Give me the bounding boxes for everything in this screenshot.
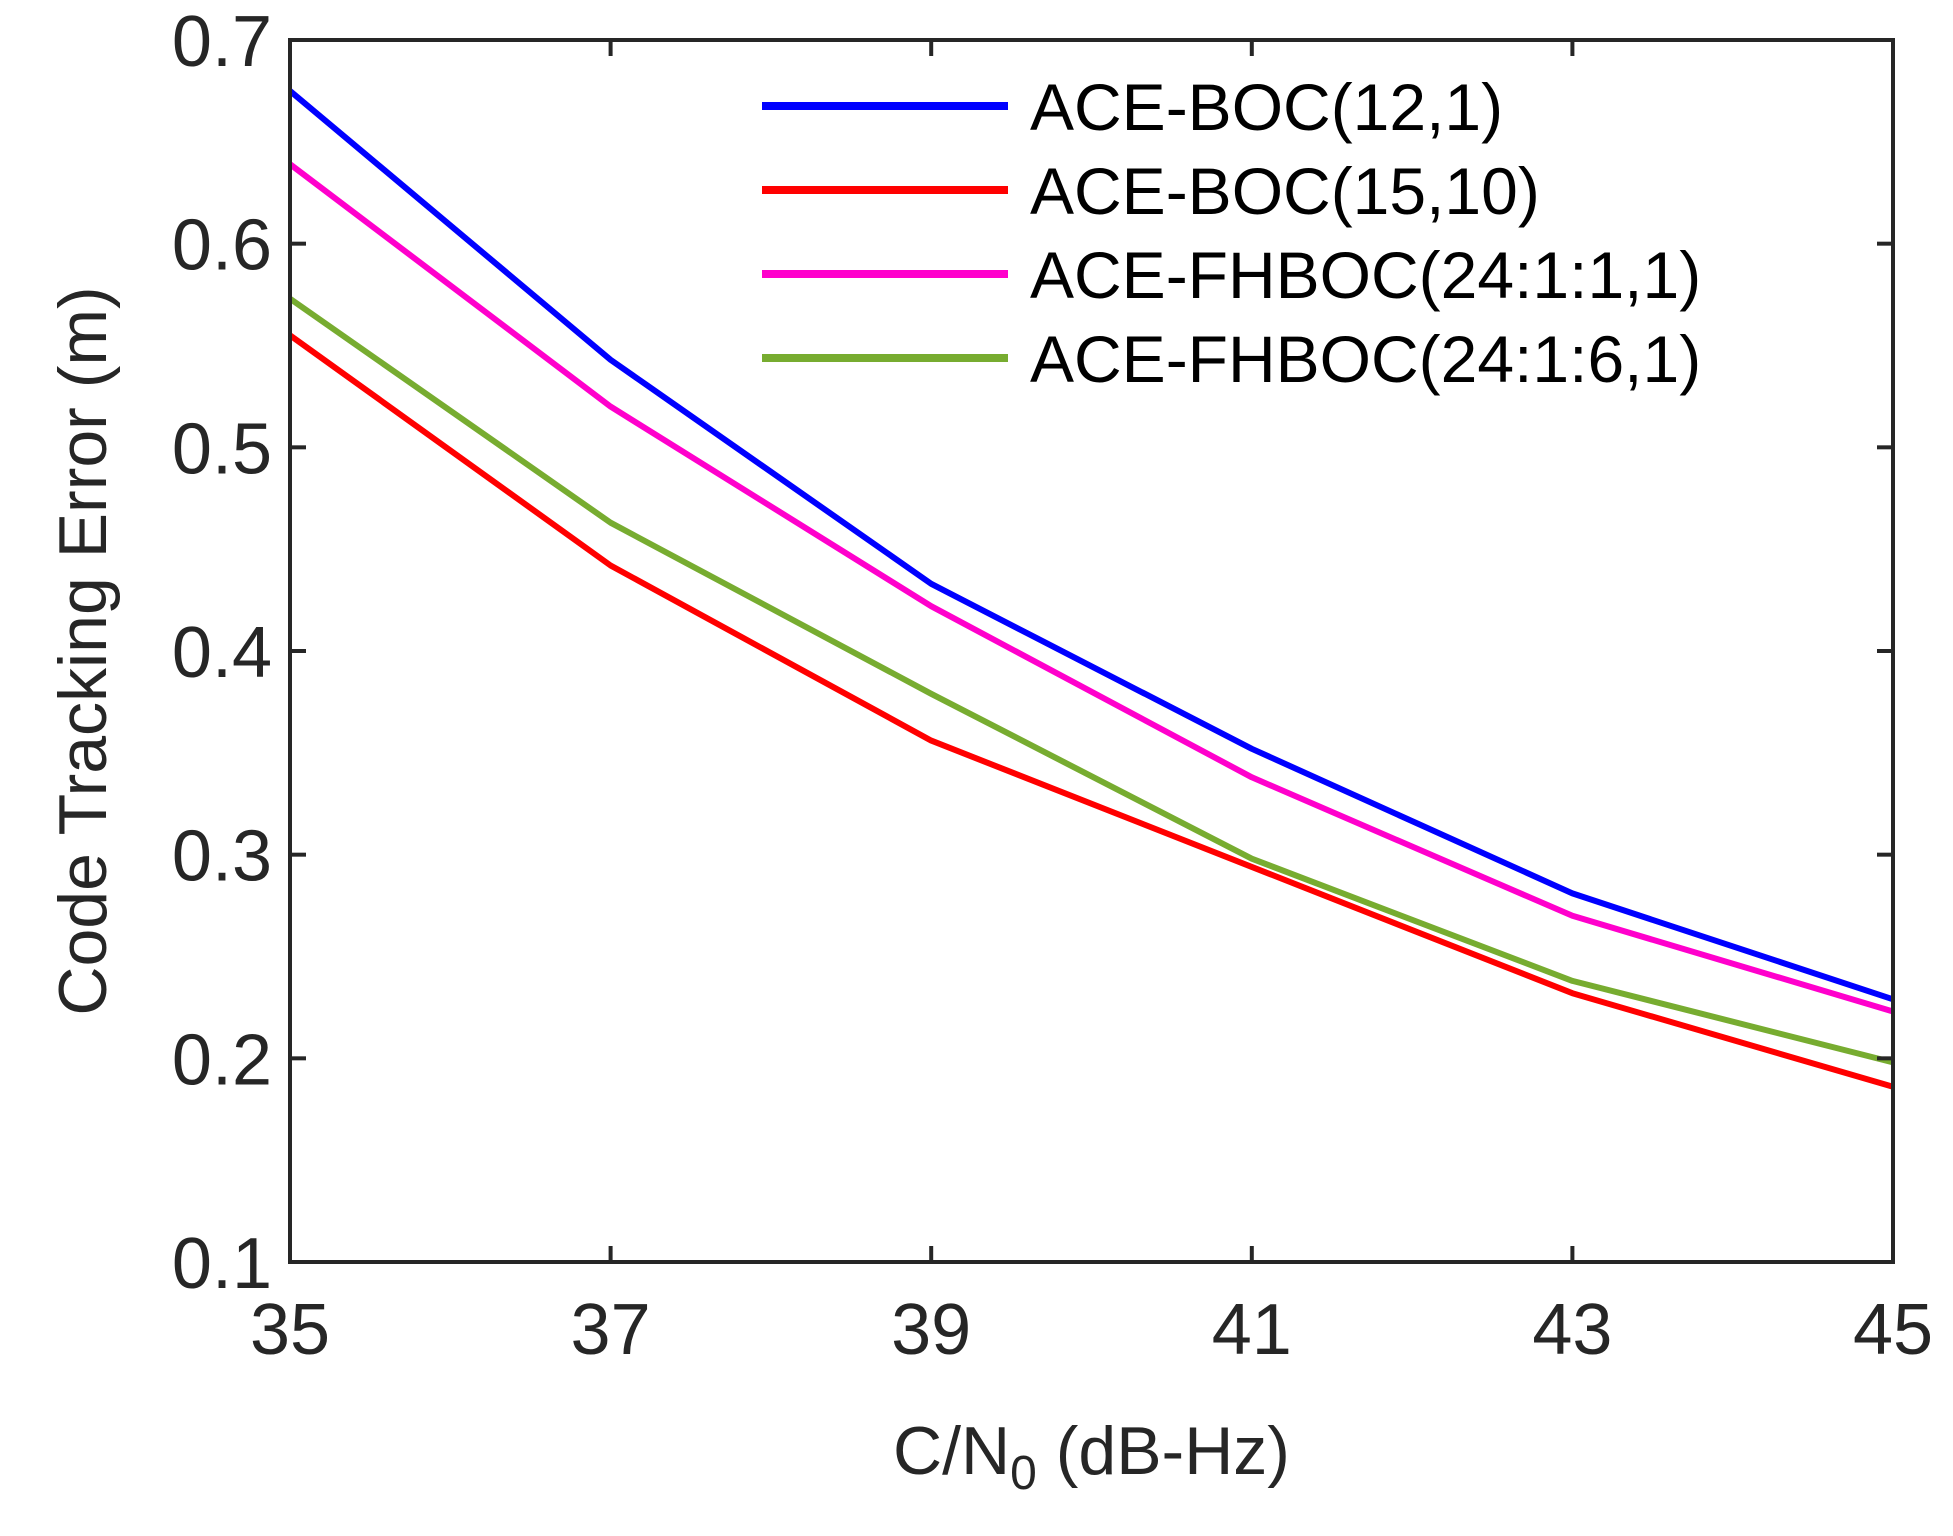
y-axis-label: Code Tracking Error (m)	[45, 286, 121, 1015]
legend-label-1: ACE-BOC(12,1)	[1030, 70, 1503, 144]
y-tick-label: 0.5	[172, 409, 272, 489]
legend-label-3: ACE-FHBOC(24:1:1,1)	[1030, 238, 1701, 312]
x-axis-label-subscript: 0	[1010, 1447, 1037, 1500]
series-line-2	[288, 332, 1894, 1090]
x-axis-label-suffix: (dB-Hz)	[1037, 1413, 1290, 1489]
series-line-3	[288, 161, 1894, 1015]
x-tick-label: 39	[891, 1290, 971, 1370]
y-tick-label: 0.7	[172, 2, 272, 82]
y-tick-label: 0.1	[172, 1224, 272, 1304]
legend-label-4: ACE-FHBOC(24:1:6,1)	[1030, 322, 1701, 396]
legend-label-2: ACE-BOC(15,10)	[1030, 154, 1540, 228]
x-axis-label-main: C/N	[893, 1413, 1010, 1489]
ticks-layer: 35 37 39 41 43 45 0.1 0.2 0.3 0.4 0.5 0.6 0.7	[172, 2, 1933, 1370]
series-layer	[288, 88, 1894, 1090]
x-tick-label: 37	[571, 1290, 651, 1370]
x-tick-label: 41	[1212, 1290, 1292, 1370]
y-tick-label: 0.2	[172, 1020, 272, 1100]
y-tick-label: 0.3	[172, 817, 272, 897]
x-tick-label: 35	[250, 1290, 330, 1370]
y-tick-label: 0.6	[172, 206, 272, 286]
x-axis-label: C/N0 (dB-Hz)	[893, 1413, 1290, 1500]
x-tick-label: 43	[1532, 1290, 1612, 1370]
x-tick-label: 45	[1853, 1290, 1933, 1370]
series-line-1	[288, 88, 1894, 1003]
legend: ACE-BOC(12,1) ACE-BOC(15,10) ACE-FHBOC(24:…	[762, 70, 1701, 396]
y-tick-label: 0.4	[172, 613, 272, 693]
series-line-4	[288, 296, 1894, 1066]
